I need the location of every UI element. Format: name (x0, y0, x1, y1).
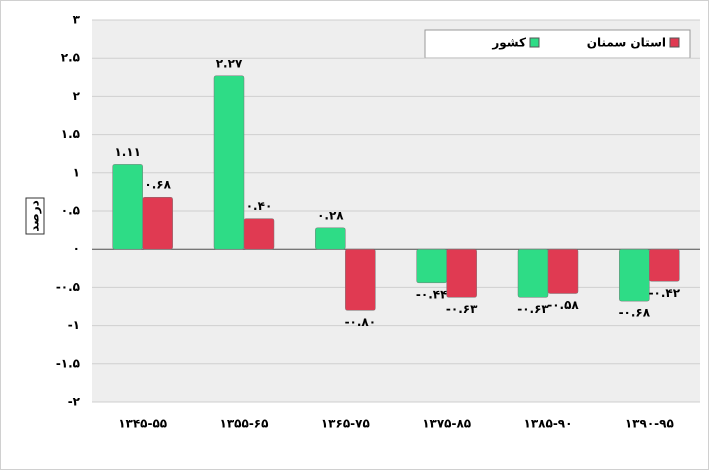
y-tick-label: ۲ (73, 89, 81, 103)
y-tick-label: ۲.۵ (61, 51, 80, 65)
legend-swatch (529, 37, 540, 48)
bar (243, 218, 275, 250)
y-tick-label: ۰.۵ (61, 204, 80, 218)
x-tick-label: ۱۳۴۵-۵۵ (118, 417, 167, 431)
y-tick-label: ۳ (73, 13, 81, 27)
y-tick-label: -۱.۵ (56, 356, 80, 370)
bar (213, 75, 245, 250)
y-tick-label: ۱.۵ (61, 127, 80, 141)
legend-label: استان سمنان (587, 36, 666, 50)
data-label: ۱.۱۱ (114, 145, 141, 159)
legend (424, 29, 691, 59)
bar (112, 164, 143, 250)
y-tick-label: -۲ (68, 395, 81, 409)
x-tick-label: ۱۳۷۵-۸۵ (422, 417, 471, 431)
legend-label: کشور (491, 36, 526, 51)
x-tick-label: ۱۳۶۵-۷۵ (321, 417, 370, 431)
data-label: ۲.۲۷ (216, 56, 243, 70)
bar (547, 248, 579, 294)
data-label: -۰.۶۳ (517, 302, 549, 316)
y-axis-label: درصد (28, 200, 42, 232)
y-tick-label: ۰ (73, 242, 80, 256)
legend-swatch (669, 37, 680, 48)
bar (142, 196, 173, 250)
data-label: ۰.۲۸ (317, 208, 344, 222)
data-label: -۰.۴۴ (416, 287, 448, 301)
data-label: -۰.۴۲ (649, 286, 681, 300)
y-label-box (25, 197, 45, 235)
x-tick-label: ۱۳۸۵-۹۰ (524, 417, 573, 431)
data-label: ۰.۴۰ (246, 199, 273, 213)
bar (416, 248, 447, 284)
data-label: -۰.۶۸ (619, 306, 651, 320)
bar (315, 227, 346, 250)
y-tick-label: -۱ (68, 318, 80, 332)
y-tick-label: ۱ (73, 165, 80, 179)
bar (649, 248, 680, 282)
data-label: ۰.۶۸ (144, 178, 171, 192)
data-label: -۰.۸۰ (345, 315, 377, 329)
x-tick-label: ۱۳۵۵-۶۵ (220, 417, 269, 431)
x-tick-label: ۱۳۹۰-۹۵ (625, 417, 674, 431)
bar (446, 248, 477, 298)
data-label: -۰.۵۸ (547, 298, 579, 312)
bar (345, 248, 376, 311)
y-tick-label: -۰.۵ (56, 280, 80, 294)
bar (517, 248, 549, 298)
bar (619, 248, 650, 302)
data-label: -۰.۶۳ (446, 302, 478, 316)
